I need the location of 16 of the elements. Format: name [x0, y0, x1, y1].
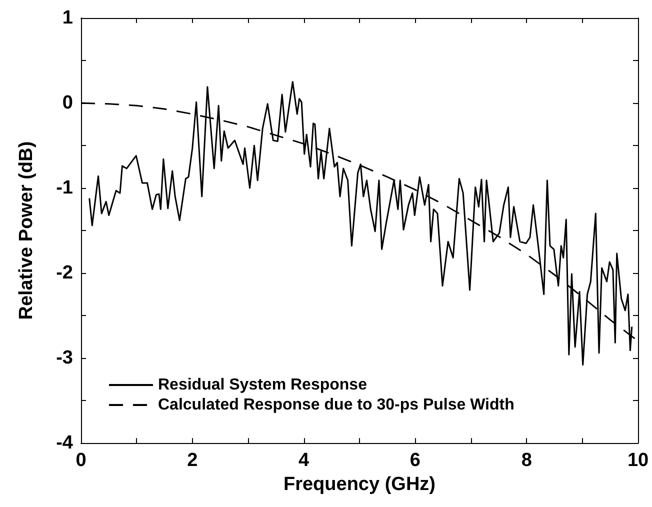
y-tick-label: -1	[56, 178, 74, 199]
x-tick-label: 4	[298, 450, 310, 472]
x-tick-label: 6	[410, 450, 420, 472]
x-tick-label: 10	[627, 450, 649, 472]
y-tick-label: -3	[56, 348, 73, 369]
x-tick-label: 2	[187, 450, 198, 472]
y-axis-title: Relative Power (dB)	[16, 141, 37, 320]
y-tick-label: 1	[62, 8, 74, 28]
x-axis-title: Frequency (GHz)	[283, 474, 436, 495]
x-tick-label: 8	[521, 450, 532, 472]
y-tick-label: 0	[62, 92, 73, 114]
y-tick-label: -4	[56, 432, 74, 454]
legend-label: Calculated Response due to 30-ps Pulse Width	[158, 396, 514, 414]
x-tick-label: 0	[76, 450, 86, 472]
y-tick-label: -2	[56, 262, 73, 284]
legend-label: Residual System Response	[158, 376, 368, 394]
